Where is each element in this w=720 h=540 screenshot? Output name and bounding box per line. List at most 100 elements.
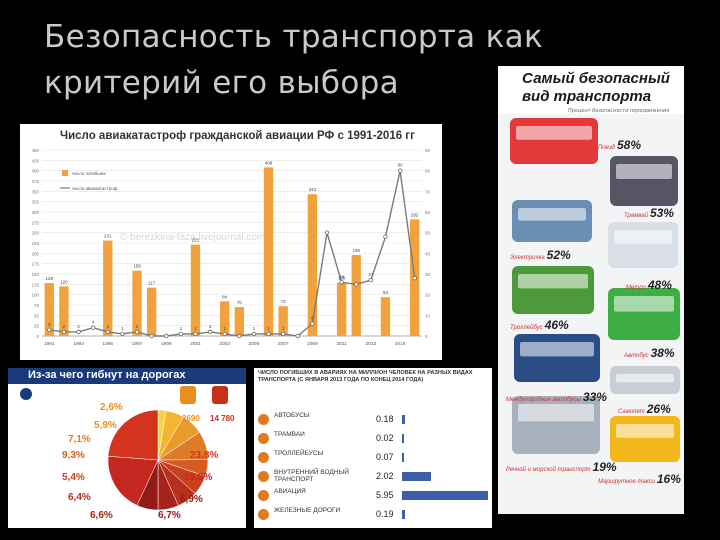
table-row-bar (402, 491, 488, 500)
deaths-per-million-table: ЧИСЛО ПОГИБШИХ В АВАРИЯХ НА МИЛЛИОН ЧЕЛО… (254, 368, 492, 528)
pie-percent-label: 5,4% (62, 472, 85, 483)
y-tick-right: 10 (425, 313, 431, 318)
metro-icon (608, 222, 678, 268)
x-tick-label: 2015 (395, 341, 406, 347)
info-pie-chart (20, 386, 228, 511)
crash-label: 6 (311, 316, 314, 321)
y-tick-left: 350 (31, 189, 39, 194)
poster-item-percent: 26% (646, 402, 671, 416)
y-tick-left: 250 (31, 231, 39, 236)
poster-item-percent: 46% (544, 318, 569, 332)
vehicle-window (518, 208, 586, 221)
y-tick-left: 50 (34, 313, 40, 318)
bar-deaths (132, 270, 142, 336)
crash-label: 1 (253, 326, 256, 331)
table-row-name: АВИАЦИЯ (274, 488, 306, 495)
y-tick-right: 20 (425, 293, 431, 298)
poster-item-name: Междугородние автобусы (506, 397, 581, 403)
crash-point (280, 331, 286, 337)
info-logo-icon (20, 388, 32, 400)
legend-label-deaths: число погибших (72, 171, 106, 176)
crash-point (105, 329, 110, 335)
road-deaths-infographic: Из-за чего гибнут на дорогах 2,6% 5,9% 7,1… (8, 368, 246, 528)
table-row: ТРОЛЛЕЙБУСЫ 0.07 (258, 450, 490, 465)
y-tick-left: 450 (31, 148, 39, 153)
crash-point (339, 280, 344, 285)
y-tick-left: 100 (31, 293, 39, 298)
x-tick-label: 2001 (190, 341, 201, 347)
bar-label: 221 (192, 238, 200, 243)
poster-item-percent: 16% (656, 472, 681, 486)
bar-label: 231 (104, 234, 112, 239)
crash-point (164, 333, 169, 339)
poster-item: Троллейбус 46% (510, 316, 569, 334)
table-row: ЖЕЛЕЗНЫЕ ДОРОГИ 0.19 (258, 507, 490, 522)
crash-label: 2 (136, 324, 139, 329)
poster-item-name: Поезд (598, 145, 615, 151)
pie-percent-label: 6,4% (68, 492, 91, 503)
y-tick-right: 30 (425, 272, 431, 277)
vehicle-window (520, 342, 594, 357)
table-row: ТРАМВАИ 0.02 (258, 431, 490, 446)
vehicle-window (614, 230, 672, 244)
poster-item-name: Троллейбус (510, 325, 543, 331)
poster-item-name: Трамвай (624, 213, 648, 219)
minibus-icon (610, 416, 680, 462)
crash-point (324, 230, 330, 235)
coach-icon (514, 334, 600, 382)
crash-point (120, 331, 125, 337)
vehicle-window (614, 296, 674, 312)
crash-point (295, 333, 300, 339)
table-row: ВНУТРЕННИЙ ВОДНЫЙ ТРАНСПОРТ 2.02 (258, 469, 490, 484)
table-row-bar (402, 510, 405, 519)
x-tick-label: 1997 (132, 341, 143, 347)
crash-point (149, 333, 154, 339)
poster-item: Поезд 58% (598, 136, 641, 154)
aviation-crash-chart: 0 25 50 75 100 125 150 175 200 225 250 275 300 325 350… (20, 124, 442, 360)
vehicle-window (518, 274, 588, 289)
x-tick-label: 2011 (336, 341, 347, 347)
crash-point (368, 277, 374, 283)
y-tick-right: 60 (425, 210, 431, 215)
table-row-name: ТРАМВАИ (274, 431, 305, 438)
crash-label: 2 (107, 324, 110, 329)
bar-label: 70 (237, 300, 243, 305)
x-tick-label: 2013 (366, 341, 377, 347)
crash-label: 29 (339, 274, 345, 279)
poster-item: Речной и морской транспорт 19% (506, 458, 617, 476)
bar-deaths (336, 282, 347, 336)
poster-item-name: Самолет (618, 409, 645, 415)
y-tick-left: 325 (31, 200, 39, 205)
bar-deaths (220, 301, 230, 336)
crash-point (266, 331, 271, 337)
info-stat-value: 2690 (182, 414, 200, 423)
table-row: АВТОБУСЫ 0.18 (258, 412, 490, 427)
pie-percent-label: 6,6% (90, 510, 113, 521)
crash-point (397, 168, 403, 173)
table-row-value: 0.02 (376, 433, 394, 443)
poster-item: Автобус 38% (624, 344, 675, 362)
poster-item-percent: 48% (647, 278, 672, 292)
poster-item-name: Маршрутное такси (598, 479, 655, 485)
bar-deaths (103, 240, 113, 336)
tram-icon (610, 156, 678, 206)
legend-label-crashes: число авиакатастроф (72, 186, 118, 191)
vehicle-window (516, 126, 592, 140)
y-tick-left: 150 (31, 272, 39, 277)
crash-line (49, 170, 416, 337)
table-title: ЧИСЛО ПОГИБШИХ В АВАРИЯХ НА МИЛЛИОН ЧЕЛО… (258, 370, 473, 383)
vehicle-window (616, 374, 674, 383)
poster-item-name: Электричка (510, 255, 545, 261)
y-tick-left: 225 (31, 241, 39, 246)
pie-percent-label: 9,3% (62, 450, 85, 461)
table-row-value: 5.95 (376, 490, 394, 500)
poster-item-percent: 53% (649, 206, 674, 220)
transport-icon (258, 433, 269, 444)
x-tick-label: 1991 (44, 341, 55, 347)
y-tick-right: 80 (425, 169, 431, 174)
slide-title-line-1: Безопасность транспорта как (44, 19, 543, 55)
crash-point (354, 282, 359, 287)
crash-label: 1 (121, 326, 124, 331)
poster-item: Метро 48% (626, 276, 672, 294)
injured-figure-icon (180, 386, 196, 404)
